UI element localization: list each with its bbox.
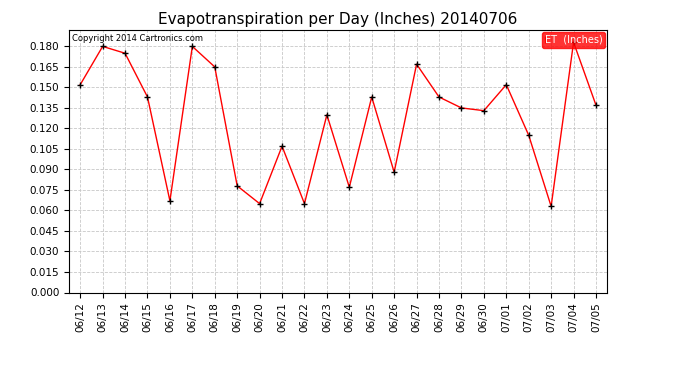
Title: Evapotranspiration per Day (Inches) 20140706: Evapotranspiration per Day (Inches) 2014…	[159, 12, 518, 27]
Legend: ET  (Inches): ET (Inches)	[542, 32, 605, 48]
Text: Copyright 2014 Cartronics.com: Copyright 2014 Cartronics.com	[72, 34, 203, 43]
